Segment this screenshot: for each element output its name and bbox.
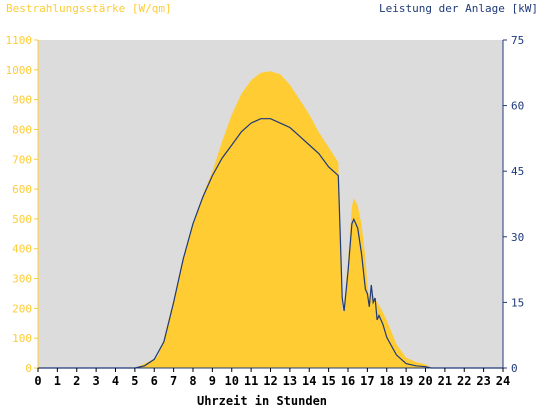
left-tick-label: 0 [25, 362, 32, 375]
x-tick-label: 24 [496, 374, 510, 388]
x-tick-label: 23 [476, 374, 490, 388]
x-tick-label: 13 [283, 374, 297, 388]
x-tick-label: 16 [341, 374, 355, 388]
x-tick-label: 3 [93, 374, 100, 388]
right-tick-label: 60 [511, 100, 524, 113]
x-tick-label: 17 [360, 374, 374, 388]
power-line [38, 118, 503, 369]
x-tick-label: 19 [399, 374, 413, 388]
right-tick-label: 0 [511, 362, 518, 375]
x-tick-label: 15 [321, 374, 335, 388]
x-tick-label: 2 [73, 374, 80, 388]
left-tick-label: 800 [12, 123, 32, 136]
left-tick-label: 1000 [6, 64, 33, 77]
right-axis-title: Leistung der Anlage [kW] [379, 2, 538, 15]
right-tick-label: 75 [511, 34, 524, 47]
left-axis-title: Bestrahlungsstärke [W/qm] [6, 2, 172, 15]
left-tick-label: 100 [12, 332, 32, 345]
x-tick-label: 22 [457, 374, 471, 388]
right-tick-label: 15 [511, 296, 524, 309]
x-tick-label: 4 [112, 374, 119, 388]
x-tick-label: 5 [131, 374, 138, 388]
left-tick-label: 1100 [6, 34, 33, 47]
x-tick-label: 21 [438, 374, 452, 388]
x-tick-label: 9 [209, 374, 216, 388]
left-tick-label: 400 [12, 243, 32, 256]
x-axis-label: Uhrzeit in Stunden [197, 394, 327, 408]
x-tick-label: 12 [263, 374, 277, 388]
left-axis-ticks: 0 100 200 300 400 500 600 700 800 900 1000 1100 [6, 34, 38, 375]
right-axis-ticks: 0 15 30 45 60 75 [503, 34, 524, 375]
x-tick-label: 20 [418, 374, 432, 388]
x-axis-ticks: 0 1 2 3 4 5 6 7 8 9 10 11 12 13 14 15 16 17 18 19 20 21 22 23 24 [34, 368, 510, 388]
irradiance-area [38, 71, 503, 369]
x-tick-label: 0 [34, 374, 41, 388]
x-tick-label: 11 [244, 374, 258, 388]
left-tick-label: 900 [12, 94, 32, 107]
left-tick-label: 500 [12, 213, 32, 226]
x-tick-label: 1 [54, 374, 61, 388]
x-tick-label: 14 [302, 374, 316, 388]
x-tick-label: 10 [225, 374, 239, 388]
x-tick-label: 18 [380, 374, 394, 388]
x-tick-label: 7 [170, 374, 177, 388]
right-tick-label: 30 [511, 231, 524, 244]
left-tick-label: 300 [12, 273, 32, 286]
left-tick-label: 600 [12, 183, 32, 196]
right-tick-label: 45 [511, 165, 524, 178]
x-tick-label: 6 [151, 374, 158, 388]
x-tick-label: 8 [189, 374, 196, 388]
left-tick-label: 700 [12, 153, 32, 166]
left-tick-label: 200 [12, 302, 32, 315]
